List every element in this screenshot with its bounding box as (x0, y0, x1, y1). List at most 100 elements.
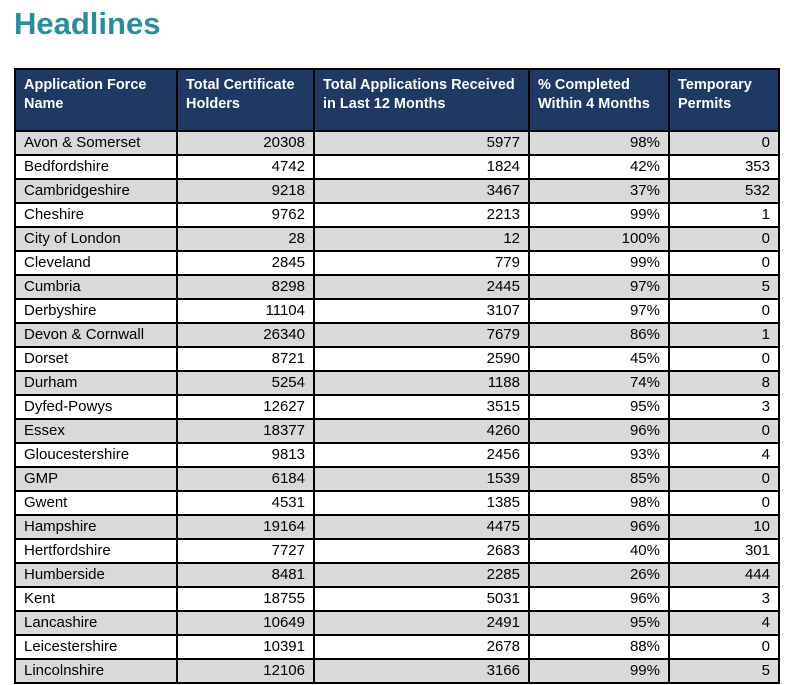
force-name-cell: Leicestershire (14, 633, 178, 660)
value-cell: 3 (668, 585, 780, 612)
value-cell: 1824 (313, 153, 530, 180)
value-cell: 40% (528, 537, 670, 564)
value-cell: 1188 (313, 369, 530, 396)
value-cell: 1385 (313, 489, 530, 516)
value-cell: 9218 (176, 177, 315, 204)
value-cell: 0 (668, 489, 780, 516)
value-cell: 5 (668, 657, 780, 684)
value-cell: 3166 (313, 657, 530, 684)
value-cell: 10649 (176, 609, 315, 636)
table-row: GMP 6184 1539 85% 0 (14, 465, 780, 492)
table-row: Cleveland 2845 779 99% 0 (14, 249, 780, 276)
table-row: Hampshire 19164 4475 96% 10 (14, 513, 780, 540)
value-cell: 3467 (313, 177, 530, 204)
value-cell: 1 (668, 321, 780, 348)
table-row: Cambridgeshire 9218 3467 37% 532 (14, 177, 780, 204)
table-row: Hertfordshire 7727 2683 40% 301 (14, 537, 780, 564)
value-cell: 2491 (313, 609, 530, 636)
value-cell: 5031 (313, 585, 530, 612)
value-cell: 98% (528, 489, 670, 516)
value-cell: 86% (528, 321, 670, 348)
value-cell: 96% (528, 417, 670, 444)
table-row: Dyfed-Powys 12627 3515 95% 3 (14, 393, 780, 420)
force-name-cell: Dorset (14, 345, 178, 372)
value-cell: 26340 (176, 321, 315, 348)
value-cell: 4475 (313, 513, 530, 540)
table-row: Leicestershire 10391 2678 88% 0 (14, 633, 780, 660)
value-cell: 96% (528, 585, 670, 612)
force-name-cell: Essex (14, 417, 178, 444)
table-row: Lincolnshire 12106 3166 99% 5 (14, 657, 780, 684)
value-cell: 2445 (313, 273, 530, 300)
value-cell: 88% (528, 633, 670, 660)
value-cell: 12 (313, 225, 530, 252)
value-cell: 99% (528, 657, 670, 684)
value-cell: 0 (668, 129, 780, 156)
value-cell: 532 (668, 177, 780, 204)
table-row: Gloucestershire 9813 2456 93% 4 (14, 441, 780, 468)
value-cell: 74% (528, 369, 670, 396)
column-header-percent-completed: % Completed Within 4 Months (528, 68, 670, 132)
page-title: Headlines (14, 6, 161, 41)
table-body: Avon & Somerset 20308 5977 98% 0 Bedfordshire… (14, 129, 780, 684)
value-cell: 0 (668, 225, 780, 252)
value-cell: 2683 (313, 537, 530, 564)
value-cell: 8481 (176, 561, 315, 588)
value-cell: 9813 (176, 441, 315, 468)
table-row: City of London 28 12 100% 0 (14, 225, 780, 252)
force-name-cell: Cheshire (14, 201, 178, 228)
value-cell: 18755 (176, 585, 315, 612)
force-name-cell: Hertfordshire (14, 537, 178, 564)
force-name-cell: Lincolnshire (14, 657, 178, 684)
force-name-cell: Lancashire (14, 609, 178, 636)
table-row: Humberside 8481 2285 26% 444 (14, 561, 780, 588)
value-cell: 97% (528, 273, 670, 300)
value-cell: 45% (528, 345, 670, 372)
value-cell: 444 (668, 561, 780, 588)
value-cell: 8298 (176, 273, 315, 300)
value-cell: 99% (528, 249, 670, 276)
value-cell: 4 (668, 441, 780, 468)
value-cell: 4531 (176, 489, 315, 516)
force-name-cell: Bedfordshire (14, 153, 178, 180)
value-cell: 12627 (176, 393, 315, 420)
value-cell: 0 (668, 465, 780, 492)
value-cell: 353 (668, 153, 780, 180)
headlines-table: Application Force Name Total Certificate… (14, 68, 780, 684)
value-cell: 96% (528, 513, 670, 540)
force-name-cell: Derbyshire (14, 297, 178, 324)
table-row: Gwent 4531 1385 98% 0 (14, 489, 780, 516)
value-cell: 28 (176, 225, 315, 252)
value-cell: 11104 (176, 297, 315, 324)
table-row: Lancashire 10649 2491 95% 4 (14, 609, 780, 636)
value-cell: 0 (668, 249, 780, 276)
force-name-cell: GMP (14, 465, 178, 492)
value-cell: 7727 (176, 537, 315, 564)
value-cell: 18377 (176, 417, 315, 444)
force-name-cell: Gwent (14, 489, 178, 516)
value-cell: 2845 (176, 249, 315, 276)
value-cell: 19164 (176, 513, 315, 540)
value-cell: 4742 (176, 153, 315, 180)
force-name-cell: City of London (14, 225, 178, 252)
table-row: Durham 5254 1188 74% 8 (14, 369, 780, 396)
value-cell: 3107 (313, 297, 530, 324)
column-header-force-name: Application Force Name (14, 68, 178, 132)
value-cell: 20308 (176, 129, 315, 156)
value-cell: 2213 (313, 201, 530, 228)
value-cell: 85% (528, 465, 670, 492)
value-cell: 8721 (176, 345, 315, 372)
value-cell: 1539 (313, 465, 530, 492)
value-cell: 95% (528, 609, 670, 636)
force-name-cell: Cumbria (14, 273, 178, 300)
value-cell: 301 (668, 537, 780, 564)
table-header-row: Application Force Name Total Certificate… (14, 68, 780, 132)
value-cell: 100% (528, 225, 670, 252)
force-name-cell: Gloucestershire (14, 441, 178, 468)
table-row: Avon & Somerset 20308 5977 98% 0 (14, 129, 780, 156)
value-cell: 93% (528, 441, 670, 468)
value-cell: 2590 (313, 345, 530, 372)
value-cell: 97% (528, 297, 670, 324)
force-name-cell: Humberside (14, 561, 178, 588)
